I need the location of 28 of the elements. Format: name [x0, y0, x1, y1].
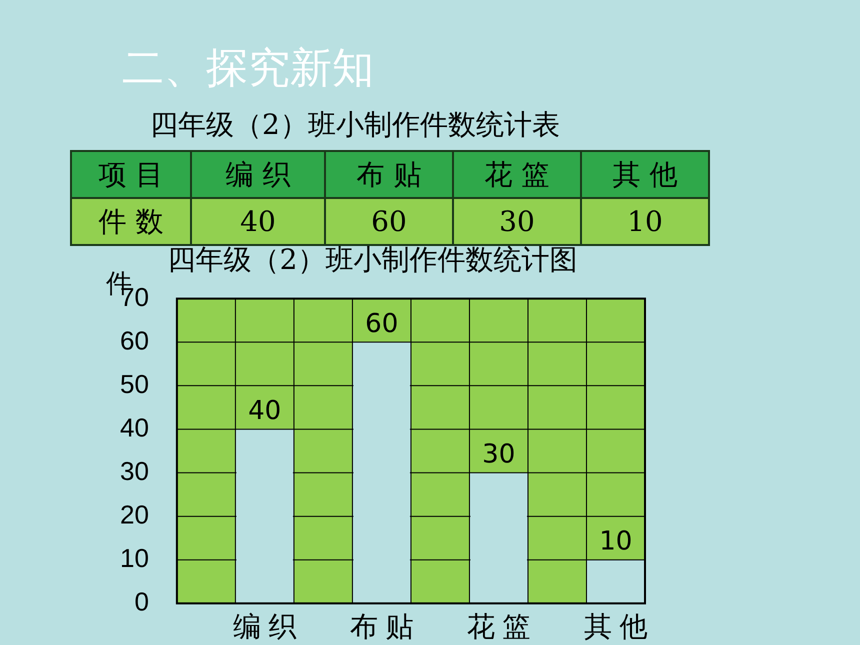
y-tick-label: 60	[120, 325, 149, 356]
text: 件 数	[71, 198, 191, 245]
category-label: 其 他	[612, 158, 678, 190]
text: 60	[325, 198, 453, 245]
data-label: 40	[248, 396, 282, 426]
category-label: 布 贴	[356, 158, 422, 190]
x-tick-label: 布 贴	[350, 610, 414, 642]
category-label: 花 篮	[484, 158, 550, 190]
chart-title: 四年级（2）班小制作件数统计图	[168, 243, 578, 276]
text: 30	[453, 198, 581, 245]
x-tick-label: 花 篮	[466, 610, 531, 642]
text: 四年级（2）班小制作件数统计表	[150, 107, 560, 143]
text: 10	[581, 198, 709, 245]
data-label: 10	[599, 526, 632, 557]
category-label: 编 织	[226, 158, 290, 190]
data-label: 60	[365, 308, 398, 339]
y-tick-label: 10	[120, 543, 149, 574]
text: 项 目	[71, 151, 191, 198]
data-label: 30	[482, 440, 516, 470]
x-tick-label: 编 织	[232, 610, 297, 642]
x-tick-label: 其 他	[584, 610, 648, 642]
y-tick-label: 0	[134, 586, 149, 617]
y-tick-label: 20	[120, 499, 149, 530]
y-tick-label: 50	[120, 368, 149, 399]
y-tick-label: 40	[120, 412, 149, 442]
text: 二、探究新知	[122, 42, 374, 94]
text: 40	[191, 198, 325, 245]
y-tick-label: 30	[120, 456, 149, 486]
